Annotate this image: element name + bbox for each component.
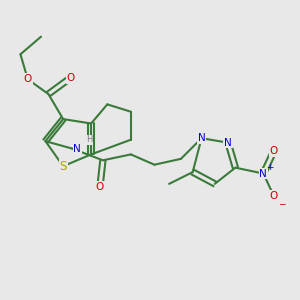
Text: N: N xyxy=(74,143,81,154)
Text: −: − xyxy=(278,200,286,208)
Text: O: O xyxy=(24,74,32,84)
Text: H: H xyxy=(86,135,92,144)
Text: S: S xyxy=(59,160,67,173)
Text: N: N xyxy=(224,138,232,148)
Text: O: O xyxy=(269,146,278,157)
Text: +: + xyxy=(266,163,274,172)
Text: N: N xyxy=(260,169,267,178)
Text: O: O xyxy=(96,182,104,192)
Text: N: N xyxy=(198,133,206,143)
Text: O: O xyxy=(269,190,278,201)
Text: O: O xyxy=(66,73,75,83)
